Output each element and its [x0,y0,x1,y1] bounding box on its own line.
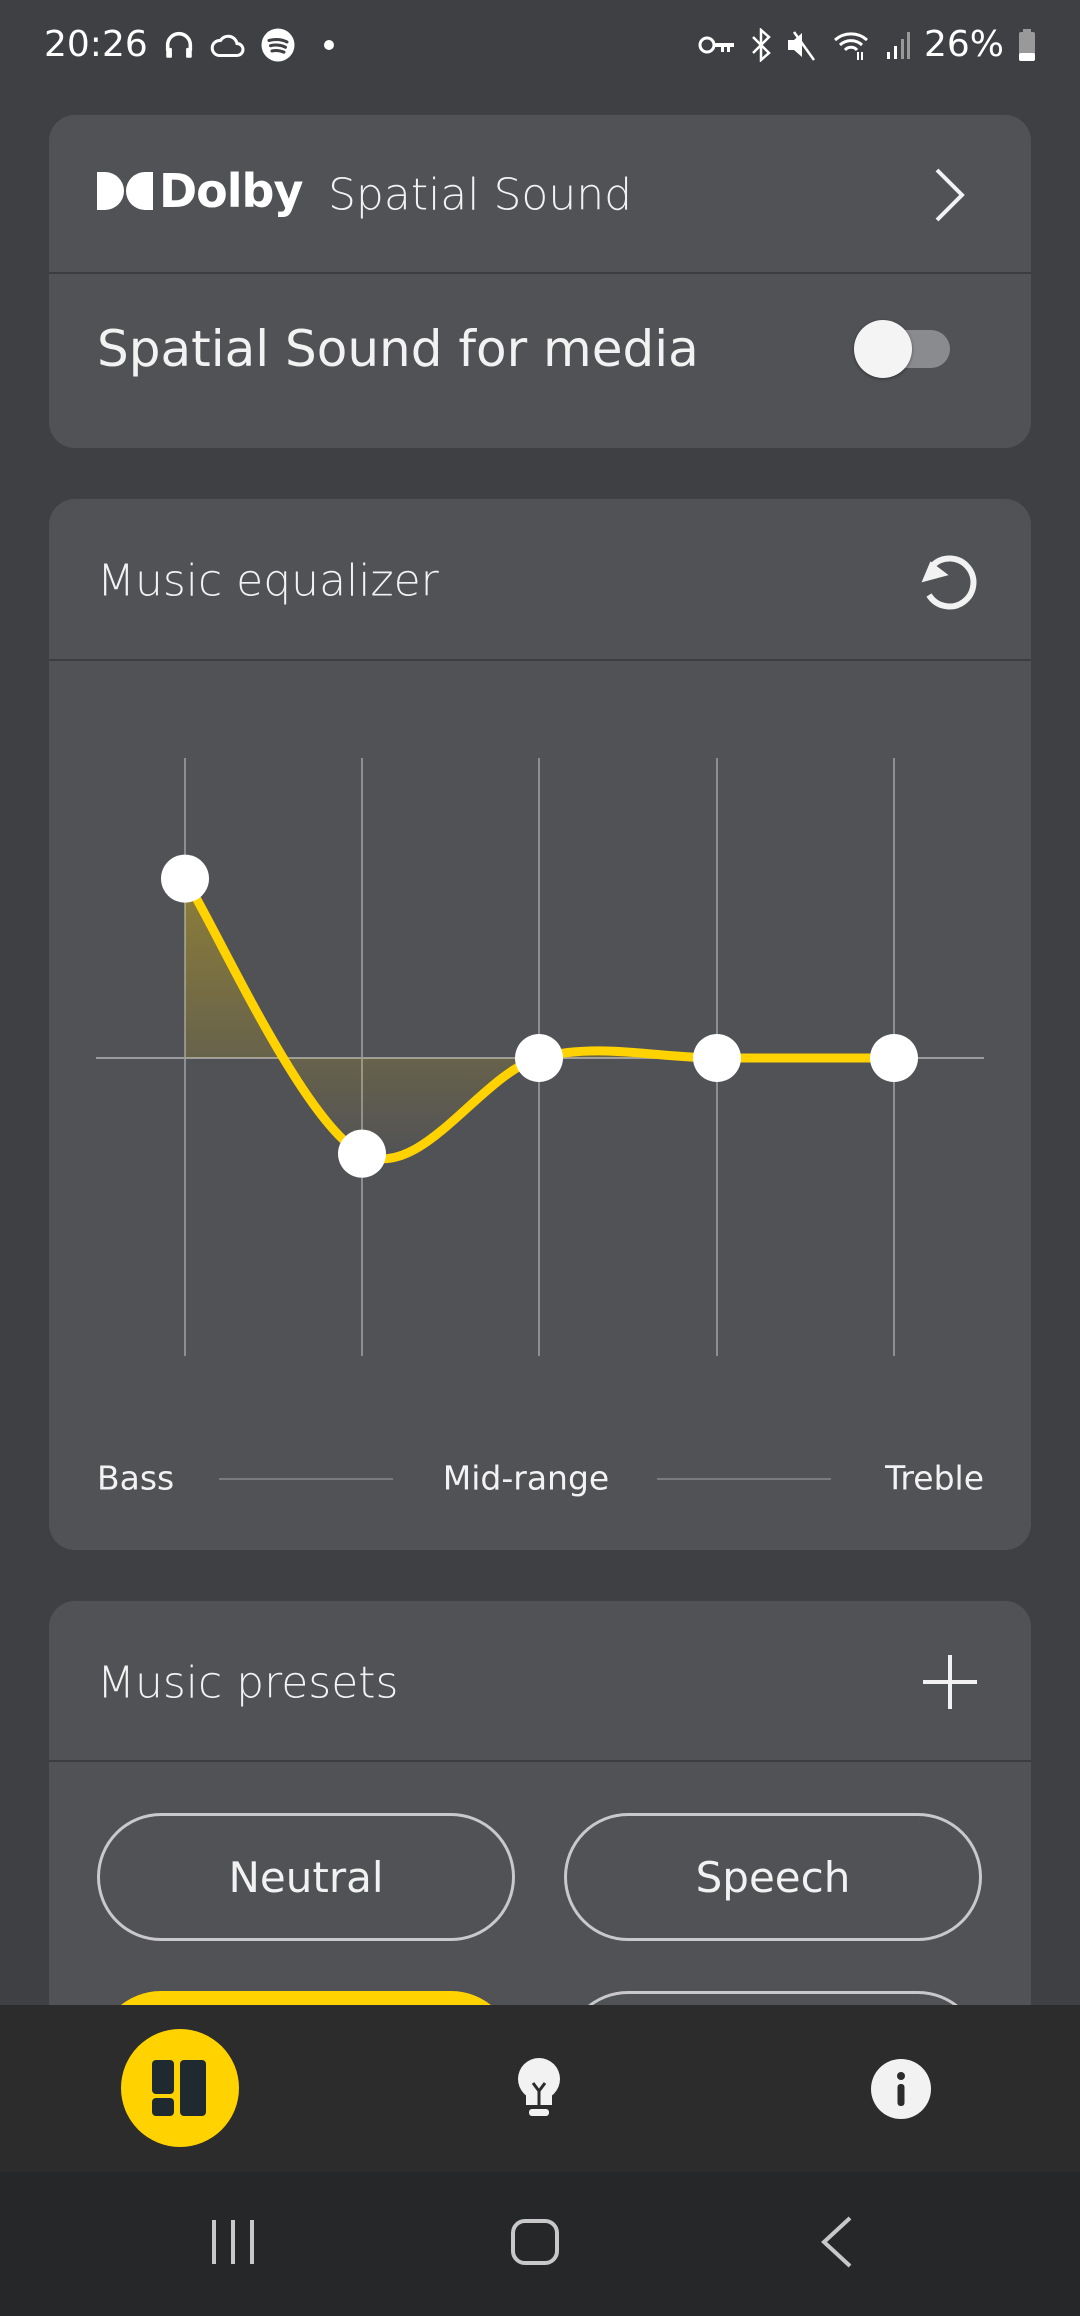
mute-icon [787,30,816,61]
mid-range-label: Mid-range [442,1458,610,1498]
equalizer-chart[interactable] [49,499,1031,1550]
reset-icon[interactable] [911,549,981,613]
spotify-icon [261,28,295,61]
bluetooth-icon [752,27,771,62]
tips-bulb-icon[interactable] [516,2057,562,2121]
dolby-logo-text: Dolby [159,164,303,218]
dolby-logo-icon [97,172,153,210]
recents-icon[interactable] [210,2218,256,2266]
label-divider [657,1478,831,1480]
bottom-nav [0,2005,1080,2172]
treble-label: Treble [885,1458,984,1498]
home-icon[interactable] [510,2218,560,2266]
cloud-icon [210,34,245,57]
equalizer-title: Music equalizer [97,555,439,607]
chevron-right-icon[interactable] [931,167,967,223]
vpn-key-icon [698,36,734,53]
eq-band-handle-4[interactable] [870,1034,918,1082]
status-bar: 20:26 26% [0,0,1080,90]
equalizer-curve [180,874,899,1164]
wifi-icon [833,31,868,60]
toggle-knob [854,320,912,378]
divider [49,1760,1031,1762]
dolby-card: Dolby Spatial Sound Spatial Sound for me… [49,115,1031,448]
dolby-spatial-sound-row[interactable]: Dolby Spatial Sound [49,115,1031,273]
nav-dashboard[interactable] [121,2029,239,2147]
bass-label: Bass [97,1458,175,1498]
clock: 20:26 [44,24,148,65]
notification-dot-icon [323,39,334,50]
add-preset-icon[interactable] [921,1653,979,1711]
preset-speech[interactable]: Speech [564,1813,982,1941]
eq-band-handle-1[interactable] [338,1129,386,1178]
nav-info[interactable] [871,2059,931,2119]
divider [49,272,1031,274]
equalizer-card: Music equalizer Bass Mid-range Treble [49,499,1031,1550]
label-divider [219,1478,393,1480]
eq-band-handle-2[interactable] [515,1034,563,1082]
battery-percent: 26% [923,24,1004,65]
spatial-sound-toggle[interactable] [854,320,950,378]
preset-neutral[interactable]: Neutral [97,1813,515,1941]
spatial-sound-title: Spatial Sound [328,169,633,221]
equalizer-fill [185,878,894,1159]
presets-title: Music presets [97,1657,399,1709]
eq-band-handle-3[interactable] [693,1034,741,1082]
back-icon[interactable] [820,2216,854,2268]
info-icon [897,2072,905,2106]
dashboard-icon [152,2060,206,2116]
headphones-icon [165,31,192,58]
signal-icon [886,31,910,59]
spatial-sound-media-label: Spatial Sound for media [97,320,699,378]
system-nav [0,2172,1080,2316]
eq-band-handle-0[interactable] [161,854,209,903]
divider [49,659,1031,661]
battery-icon [1019,28,1035,61]
